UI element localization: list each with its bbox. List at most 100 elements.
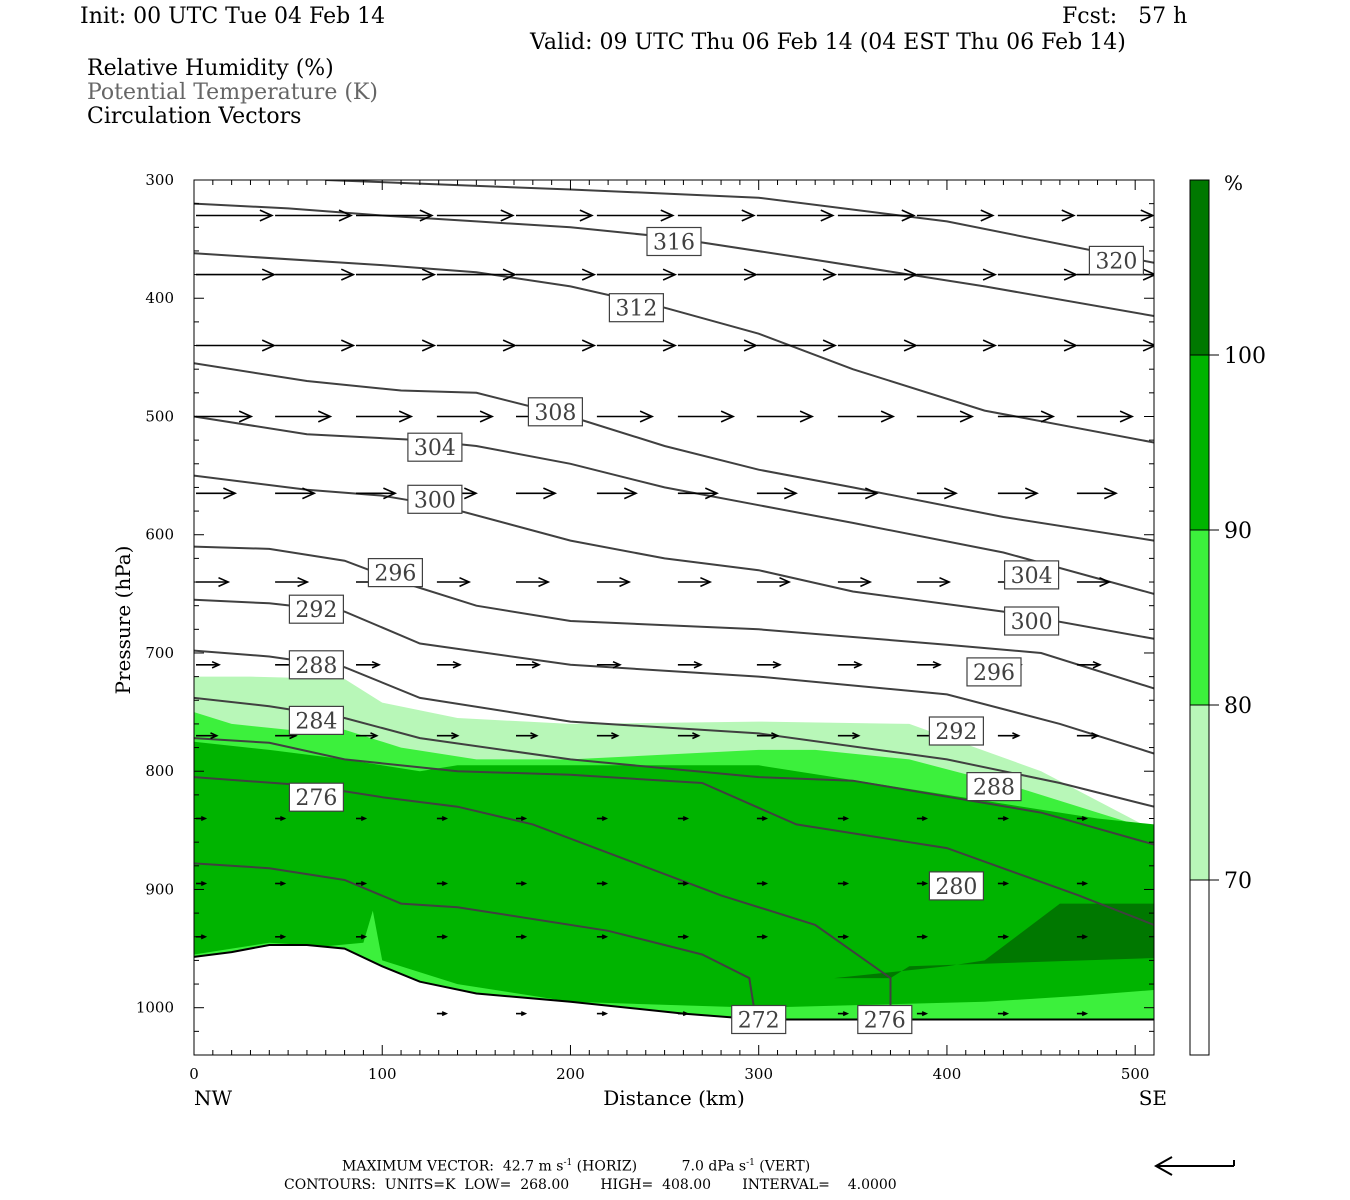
circulation-vector: [196, 339, 277, 352]
vector-head: [279, 934, 287, 940]
circulation-vector: [356, 487, 398, 500]
circulation-vector: [1076, 410, 1135, 423]
vector-head: [441, 1011, 449, 1017]
vector-head: [682, 815, 690, 822]
vector-head: [921, 880, 929, 887]
y-tick-label: 300: [145, 171, 174, 189]
circulation-vector: [677, 815, 690, 822]
circulation-vector: [756, 732, 780, 740]
circulation-vector: [596, 732, 620, 740]
theta-contour-272: [194, 862, 756, 1014]
vector-head: [297, 576, 310, 588]
vector-head: [1024, 487, 1039, 500]
vector-head: [982, 339, 998, 352]
circulation-vector: [196, 487, 238, 500]
circulation-vector: [516, 576, 551, 588]
vector-head: [980, 209, 995, 222]
contour-label-text: 292: [935, 720, 977, 745]
circulation-vector: [516, 268, 597, 281]
vector-head: [779, 576, 792, 588]
circulation-vector: [275, 934, 287, 940]
contour-label-box: [928, 716, 985, 746]
circulation-vector: [356, 815, 368, 822]
vector-head: [959, 410, 975, 423]
contour-label: 292: [288, 594, 344, 624]
circulation-vector: [596, 576, 632, 588]
vector-head: [601, 815, 609, 822]
vector-head: [842, 1011, 850, 1017]
theta-contour-300: [194, 474, 1154, 640]
contour-label-text: 304: [414, 436, 456, 461]
vector-head: [581, 268, 597, 281]
vector-head: [452, 660, 462, 669]
circulation-vector: [997, 268, 1079, 281]
vector-head: [371, 660, 381, 669]
circulation-vector: [677, 410, 736, 423]
circulation-vector: [916, 660, 942, 669]
colorbar-level-label: 100: [1224, 344, 1266, 369]
theta-contour-320: [325, 180, 1154, 264]
vector-head: [1081, 880, 1089, 887]
circulation-vector: [837, 815, 850, 822]
colorbar-level-label: 70: [1224, 869, 1252, 894]
x-tick-label: 0: [189, 1065, 199, 1083]
circulation-vector: [356, 660, 381, 669]
vector-head: [463, 487, 478, 500]
footer-horiz-exp: -1: [563, 1158, 573, 1168]
circulation-vector: [837, 410, 896, 423]
circulation-vector: [275, 576, 310, 588]
vector-head: [543, 487, 558, 500]
vector-head: [200, 934, 208, 940]
circulation-vector: [196, 732, 219, 740]
circulation-vector: [997, 209, 1076, 222]
circulation-vector: [837, 660, 863, 669]
circulation-vector: [837, 880, 850, 887]
forecast-hour: Fcst: 57 h: [1062, 4, 1188, 29]
vector-head: [692, 732, 701, 740]
circulation-vector: [275, 268, 356, 281]
vector-head: [842, 934, 850, 940]
circulation-vector: [596, 660, 622, 669]
contour-label-box: [928, 871, 985, 901]
vector-head: [1119, 410, 1135, 423]
vector-head: [682, 1011, 690, 1017]
contour-label: 300: [1003, 606, 1060, 636]
vector-head: [662, 268, 678, 281]
contour-label: 288: [966, 771, 1022, 802]
circulation-vector: [356, 410, 414, 423]
circulation-vector: [596, 339, 678, 352]
circulation-vector: [677, 880, 690, 887]
contour-label: 288: [288, 650, 344, 680]
vector-head: [1081, 934, 1089, 940]
vector-head: [982, 268, 998, 281]
circulation-vector: [275, 880, 287, 887]
vector-head: [451, 732, 460, 740]
contour-label-box: [367, 557, 423, 588]
contour-label-text: 300: [1011, 610, 1053, 635]
circulation-vector: [436, 209, 515, 222]
vector-head: [1063, 268, 1079, 281]
vector-head: [383, 487, 398, 500]
vector-head: [1002, 880, 1010, 887]
circulation-vector: [1076, 576, 1112, 588]
vector-head: [200, 880, 208, 887]
circulation-vector: [436, 268, 518, 281]
vector-head: [921, 1011, 929, 1017]
theta-contour-276: [194, 776, 892, 1008]
vector-head: [538, 576, 551, 588]
vector-head: [864, 487, 879, 500]
contour-label: 304: [1003, 560, 1060, 590]
vector-head: [852, 732, 861, 740]
contour-label-text: 304: [1011, 564, 1053, 589]
circulation-vector: [997, 339, 1079, 352]
circulation-vector: [596, 487, 638, 500]
contour-label-text: 288: [973, 776, 1015, 801]
circulation-vector: [1076, 815, 1089, 822]
vector-head: [520, 934, 528, 940]
circulation-vector: [516, 934, 528, 940]
circulation-vector: [837, 934, 850, 940]
circulation-vector: [916, 815, 929, 822]
vector-head: [1002, 934, 1010, 940]
circulation-vector: [1076, 209, 1154, 222]
